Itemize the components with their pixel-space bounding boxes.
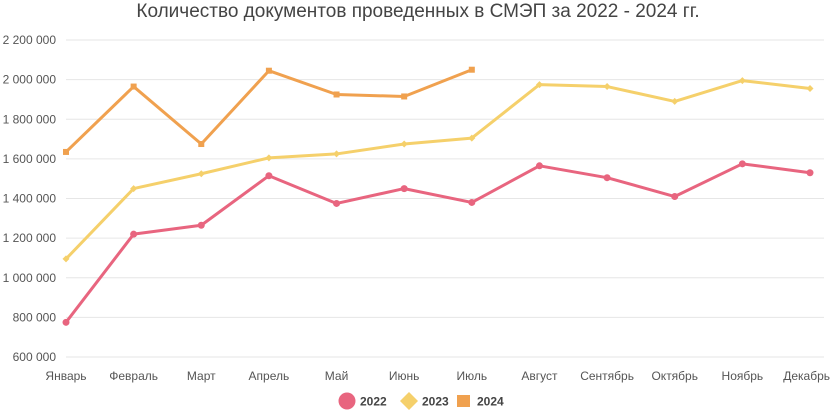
series-markers <box>62 66 814 326</box>
data-point-2022[interactable] <box>671 193 679 201</box>
legend-circle-icon <box>338 392 356 410</box>
x-tick-label: Август <box>521 369 558 383</box>
data-point-2022[interactable] <box>468 198 476 206</box>
data-point-2023[interactable] <box>603 83 611 91</box>
y-tick-label: 600 000 <box>13 350 57 364</box>
data-point-2022[interactable] <box>333 199 341 207</box>
x-tick-label: Июль <box>457 369 488 383</box>
legend-label: 2022 <box>360 395 387 409</box>
series-line-2024 <box>64 68 474 154</box>
data-point-2022[interactable] <box>535 162 543 170</box>
data-point-2023[interactable] <box>400 140 408 148</box>
data-point-2023[interactable] <box>671 97 679 105</box>
data-point-2023[interactable] <box>468 134 476 142</box>
y-tick-label: 2 000 000 <box>3 73 57 87</box>
data-point-2023[interactable] <box>806 85 814 93</box>
y-tick-label: 1 800 000 <box>3 112 57 126</box>
y-tick-label: 800 000 <box>13 310 57 324</box>
y-tick-label: 1 200 000 <box>3 231 57 245</box>
x-tick-label: Апрель <box>249 369 290 383</box>
data-point-2022[interactable] <box>130 230 138 238</box>
legend-item-2022[interactable]: 2022 <box>338 392 388 410</box>
chart-title: Количество документов проведенных в СМЭП… <box>136 1 700 22</box>
data-point-2022[interactable] <box>400 185 408 193</box>
series-line-2023 <box>64 79 812 261</box>
data-point-2024[interactable] <box>130 83 137 90</box>
series-lines <box>64 68 812 324</box>
y-tick-label: 1 000 000 <box>3 271 57 285</box>
legend-item-2023[interactable]: 2023 <box>400 392 449 410</box>
data-point-2024[interactable] <box>468 66 475 73</box>
grid-lines <box>66 39 824 358</box>
legend-label: 2024 <box>477 395 504 409</box>
legend-square-icon <box>457 395 470 407</box>
y-tick-label: 1 400 000 <box>3 192 57 206</box>
x-tick-label: Июнь <box>389 369 420 383</box>
x-tick-label: Октябрь <box>651 369 698 383</box>
data-point-2022[interactable] <box>197 221 205 229</box>
x-tick-label: Март <box>187 369 216 383</box>
data-point-2024[interactable] <box>401 93 408 100</box>
data-point-2022[interactable] <box>603 174 611 182</box>
y-axis-ticks: 600 000 800 000 1 000 000 1 200 000 1 400 00… <box>3 33 57 364</box>
x-tick-label: Ноябрь <box>722 369 764 383</box>
x-tick-label: Сентябрь <box>580 369 634 383</box>
legend-label: 2023 <box>422 395 449 409</box>
x-tick-label: Февраль <box>109 369 158 383</box>
data-point-2022[interactable] <box>62 318 70 326</box>
data-point-2023[interactable] <box>535 81 543 89</box>
data-point-2022[interactable] <box>806 169 814 177</box>
data-point-2022[interactable] <box>265 172 273 180</box>
y-tick-label: 1 600 000 <box>3 152 57 166</box>
legend-diamond-icon <box>400 392 418 410</box>
data-point-2024[interactable] <box>333 91 340 98</box>
data-point-2024[interactable] <box>198 141 205 148</box>
y-tick-label: 2 200 000 <box>3 33 57 47</box>
legend-item-2024[interactable]: 2024 <box>457 395 504 409</box>
x-tick-label: Декабрь <box>783 369 830 383</box>
x-axis-ticks: Январь Февраль Март Апрель Май Июнь Июль Август… <box>45 369 830 383</box>
x-tick-label: Май <box>325 369 349 383</box>
data-point-2023[interactable] <box>333 150 341 158</box>
data-point-2024[interactable] <box>63 148 69 155</box>
data-point-2023[interactable] <box>62 255 70 263</box>
data-point-2023[interactable] <box>738 77 746 85</box>
series-line-2022 <box>64 162 812 324</box>
data-point-2023[interactable] <box>197 170 205 178</box>
data-point-2024[interactable] <box>265 67 272 74</box>
data-point-2023[interactable] <box>265 154 273 162</box>
data-point-2022[interactable] <box>738 160 746 168</box>
data-point-2023[interactable] <box>130 185 138 193</box>
x-tick-label: Январь <box>45 369 86 383</box>
legend: 2022 2023 2024 <box>338 392 504 410</box>
